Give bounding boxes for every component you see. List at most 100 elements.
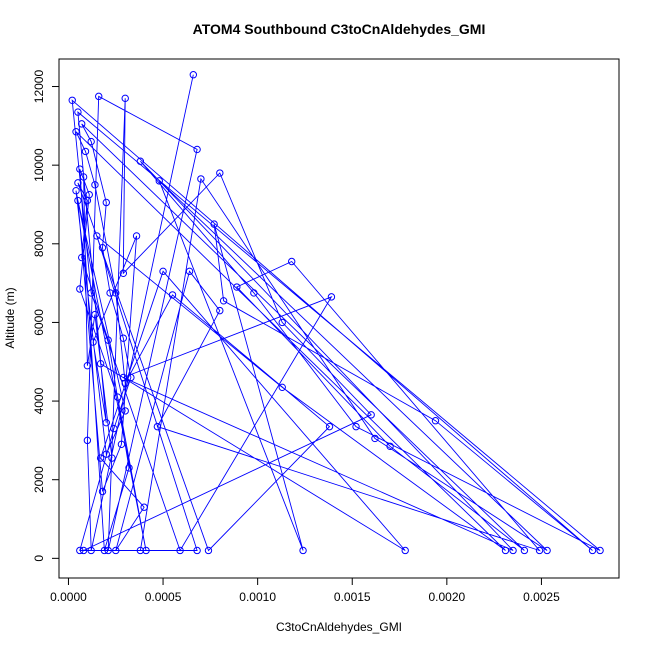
data-point <box>136 546 145 555</box>
data-point <box>176 546 184 555</box>
data-point <box>155 177 163 185</box>
data-point <box>509 546 517 555</box>
y-tick-label: 8000 <box>32 230 46 257</box>
data-point <box>72 128 80 136</box>
y-axis-label: Altitude (m) <box>3 287 17 348</box>
data-point <box>136 157 145 165</box>
data-point <box>197 175 205 183</box>
y-tick-label: 6000 <box>32 309 46 336</box>
data-point <box>79 546 88 555</box>
data-point <box>219 297 228 305</box>
data-point <box>132 232 141 240</box>
data-point <box>352 422 360 431</box>
data-point <box>121 379 129 388</box>
data-point <box>85 190 93 199</box>
data-point <box>401 546 409 555</box>
x-tick-label: 0.0005 <box>145 590 182 604</box>
data-point <box>216 169 224 177</box>
data-point <box>102 450 110 458</box>
data-point <box>91 181 99 189</box>
x-tick-label: 0.0000 <box>50 590 87 604</box>
data-point <box>193 145 201 154</box>
data-point <box>159 267 167 276</box>
y-tick-label: 4000 <box>32 387 46 414</box>
series-path <box>71 74 601 552</box>
data-point <box>89 338 97 346</box>
data-point <box>102 418 110 427</box>
data-point <box>168 291 177 299</box>
data-point <box>596 546 604 555</box>
data-point <box>127 373 135 382</box>
data-point <box>278 318 286 327</box>
data-point <box>78 120 86 128</box>
data-point <box>386 442 394 450</box>
data-point <box>121 407 129 415</box>
y-tick-label: 10000 <box>32 148 46 182</box>
data-point <box>189 71 198 79</box>
data-point <box>588 546 597 555</box>
data-point <box>119 269 128 277</box>
data-point <box>367 411 375 419</box>
data-point <box>87 546 95 555</box>
data-point <box>95 92 103 101</box>
data-point <box>74 108 82 116</box>
data-point <box>96 454 105 462</box>
data-point <box>110 424 118 433</box>
data-point <box>216 306 224 315</box>
y-tick-label: 0 <box>32 555 46 562</box>
data-point <box>79 173 88 181</box>
data-point <box>100 546 109 555</box>
data-point <box>125 464 133 472</box>
data-point <box>96 360 105 368</box>
data-point <box>327 293 336 301</box>
data-point <box>185 267 194 276</box>
data-point <box>140 503 148 511</box>
data-point <box>76 546 84 555</box>
x-tick-label: 0.0025 <box>523 590 560 604</box>
data-point <box>121 94 129 103</box>
x-tick-label: 0.0015 <box>334 590 371 604</box>
data-point <box>325 422 334 431</box>
data-point <box>106 289 114 297</box>
data-point <box>501 546 510 555</box>
data-point <box>233 283 241 291</box>
data-point <box>81 147 90 156</box>
data-point <box>119 334 128 342</box>
data-point <box>535 546 544 555</box>
data-point <box>299 546 307 555</box>
data-point <box>193 546 201 555</box>
data-point <box>78 253 86 262</box>
x-tick-label: 0.0010 <box>239 590 276 604</box>
data-point <box>72 187 80 195</box>
data-point <box>83 361 92 370</box>
data-point <box>112 546 120 555</box>
data-point <box>113 393 122 401</box>
x-axis-label: C3toCnAldehydes_GMI <box>276 620 402 634</box>
chart-title: ATOM4 Southbound C3toCnAldehydes_GMI <box>193 21 486 37</box>
data-point <box>98 487 107 496</box>
data-point <box>431 417 440 425</box>
data-point <box>108 454 116 462</box>
data-point <box>204 546 213 555</box>
data-point <box>74 179 82 187</box>
data-point <box>83 436 92 445</box>
data-point <box>104 336 112 344</box>
y-tick-label: 2000 <box>32 466 46 493</box>
data-point <box>98 244 107 252</box>
data-point <box>288 257 296 266</box>
data-point <box>68 96 76 104</box>
data-point <box>91 310 99 319</box>
data-point <box>250 289 258 297</box>
y-tick-label: 12000 <box>32 70 46 104</box>
series-points <box>68 71 604 555</box>
data-point <box>153 422 162 431</box>
data-point <box>87 137 95 146</box>
data-point <box>543 546 551 555</box>
data-point <box>278 383 286 392</box>
data-point <box>117 440 126 449</box>
data-point <box>93 232 101 240</box>
data-point <box>371 434 379 443</box>
data-point <box>102 198 110 207</box>
data-point <box>87 289 95 297</box>
